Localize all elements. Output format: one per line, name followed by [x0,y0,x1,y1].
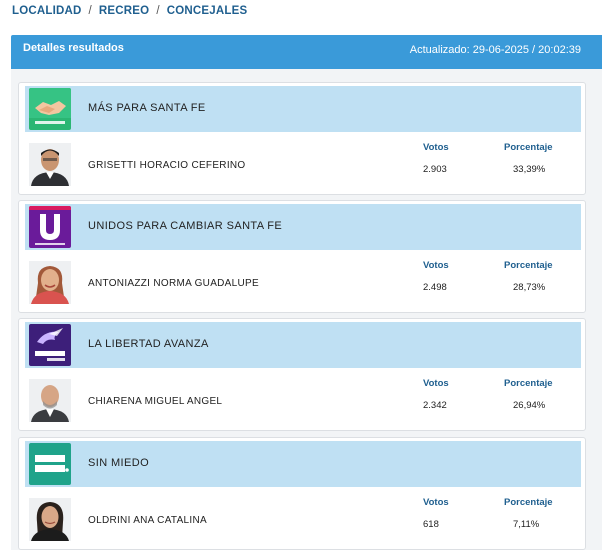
party-bar: MÁS PARA SANTA FE [25,86,581,132]
percent-value: 7,11% [513,519,540,530]
candidate-photo [29,143,71,186]
candidate-name: CHIARENA MIGUEL ANGEL [88,396,223,407]
votes-value: 2.342 [423,400,447,411]
libertad-logo [29,324,71,366]
votes-value: 2.903 [423,164,447,175]
handshake-logo [29,88,71,130]
votes-column-header: Votos [423,378,449,389]
result-card: MÁS PARA SANTA FE Votos Porcentaje GRISE… [18,82,586,195]
percent-column-header: Porcentaje [504,378,553,389]
votes-column-header: Votos [423,260,449,271]
breadcrumb-concejales[interactable]: CONCEJALES [166,5,248,17]
breadcrumb-localidad[interactable]: LOCALIDAD [12,5,82,17]
percent-column-header: Porcentaje [504,260,553,271]
result-card: UNIDOS PARA CAMBIAR SANTA FE Votos Porce… [18,200,586,313]
percent-column-header: Porcentaje [504,497,553,508]
sin-miedo-logo [29,443,71,485]
party-bar: SIN MIEDO [25,441,581,487]
breadcrumb-recreo[interactable]: RECREO [98,5,150,17]
percent-value: 26,94% [513,400,546,411]
votes-column-header: Votos [423,142,449,153]
panel-title: Detalles resultados [23,42,124,54]
breadcrumb-separator: / [156,5,160,17]
party-name: MÁS PARA SANTA FE [88,102,206,114]
party-name: LA LIBERTAD AVANZA [88,338,209,350]
breadcrumb: LOCALIDAD / RECREO / CONCEJALES [12,5,247,17]
percent-value: 28,73% [513,282,546,293]
candidate-photo [29,379,71,422]
result-card: SIN MIEDO Votos Porcentaje OLDRINI ANA C… [18,437,586,550]
u-logo [29,206,71,248]
votes-column-header: Votos [423,497,449,508]
votes-value: 2.498 [423,282,447,293]
percent-value: 33,39% [513,164,546,175]
breadcrumb-separator: / [88,5,92,17]
percent-column-header: Porcentaje [504,142,553,153]
last-updated-timestamp: Actualizado: 29-06-2025 / 20:02:39 [409,44,581,56]
party-name: UNIDOS PARA CAMBIAR SANTA FE [88,220,283,232]
results-panel-header: Detalles resultados Actualizado: 29-06-2… [11,35,602,69]
candidate-photo [29,498,71,541]
party-bar: UNIDOS PARA CAMBIAR SANTA FE [25,204,581,250]
candidate-photo [29,261,71,304]
party-bar: LA LIBERTAD AVANZA [25,322,581,368]
candidate-name: GRISETTI HORACIO CEFERINO [88,160,246,171]
party-name: SIN MIEDO [88,457,150,469]
votes-value: 618 [423,519,439,530]
result-card: LA LIBERTAD AVANZA Votos Porcentaje CHIA… [18,318,586,431]
candidate-name: ANTONIAZZI NORMA GUADALUPE [88,278,259,289]
candidate-name: OLDRINI ANA CATALINA [88,515,207,526]
